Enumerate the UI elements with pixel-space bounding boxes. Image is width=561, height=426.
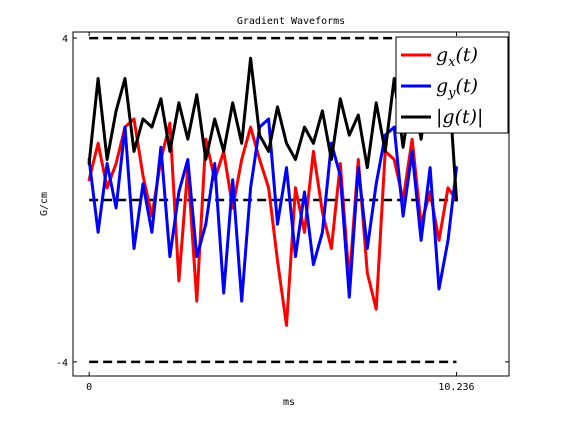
y-tick-label: -4 [56, 358, 68, 369]
y-tick-label: 4 [62, 34, 68, 45]
legend-label-2: gy(t) [436, 75, 478, 101]
reference-lines [89, 36, 457, 364]
y-axis-label: G/cm [39, 192, 50, 216]
chart-title: Gradient Waveforms [237, 16, 345, 27]
series-line-2 [87, 117, 458, 303]
axis-ticks: 0 10.236 4 -4 [56, 32, 509, 393]
legend-label-1: gx(t) [436, 44, 478, 70]
legend-label-3: |g(t)| [436, 106, 483, 128]
x-tick-label: 10.236 [438, 382, 474, 393]
x-tick-label: 0 [86, 382, 92, 393]
series-line-1 [87, 117, 458, 327]
legend: gx(t) gy(t) |g(t)| [395, 36, 509, 134]
x-axis-label: ms [283, 397, 295, 408]
